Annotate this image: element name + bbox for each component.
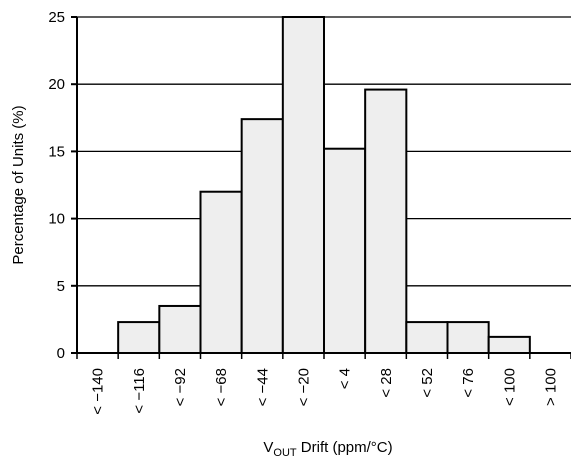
y-tick-label: 25 bbox=[48, 9, 65, 26]
bar bbox=[323, 147, 367, 354]
x-tick-label: < −68 bbox=[213, 368, 230, 406]
axes bbox=[71, 16, 571, 359]
bars bbox=[117, 16, 531, 355]
y-axis-title: Percentage of Units (%) bbox=[10, 105, 27, 264]
y-tick-labels: 0 5 10 15 20 25 bbox=[48, 9, 65, 362]
x-tick-labels: < −140 < −116 < −92 < −68 < −44 < −20 < 4 < 28 <… bbox=[90, 368, 560, 415]
x-tick-label: < 52 bbox=[419, 368, 436, 398]
x-tick-label: < 4 bbox=[337, 368, 354, 389]
x-tick-label: < −92 bbox=[172, 368, 189, 406]
x-tick-label: < 100 bbox=[501, 368, 518, 406]
x-tick-label: < 28 bbox=[378, 368, 395, 398]
bar bbox=[199, 190, 243, 354]
x-axis-title: VOUT Drift (ppm/°C) bbox=[263, 439, 392, 459]
bar bbox=[446, 321, 490, 355]
x-axis-title-main: V bbox=[263, 439, 273, 456]
x-axis-title-sub: OUT bbox=[273, 447, 297, 459]
bar bbox=[364, 88, 408, 355]
x-tick-label: < −44 bbox=[254, 368, 271, 406]
x-axis-title-rest: Drift (ppm/°C) bbox=[297, 439, 393, 456]
bar bbox=[117, 321, 161, 355]
bar bbox=[281, 16, 326, 354]
x-tick-label: < 76 bbox=[460, 368, 477, 398]
y-tick-label: 0 bbox=[57, 345, 65, 362]
bar bbox=[240, 118, 284, 354]
y-tick-label: 5 bbox=[57, 278, 65, 295]
bar bbox=[487, 335, 531, 355]
bar bbox=[158, 304, 202, 354]
x-tick-label: < −116 bbox=[131, 368, 148, 414]
y-tick-label: 15 bbox=[48, 143, 65, 160]
x-tick-label: > 100 bbox=[542, 368, 559, 406]
bar bbox=[405, 321, 449, 355]
x-tick-label: < −140 bbox=[90, 368, 107, 415]
y-tick-label: 20 bbox=[48, 76, 65, 93]
y-tick-label: 10 bbox=[48, 211, 65, 228]
x-tick-label: < −20 bbox=[295, 368, 312, 406]
